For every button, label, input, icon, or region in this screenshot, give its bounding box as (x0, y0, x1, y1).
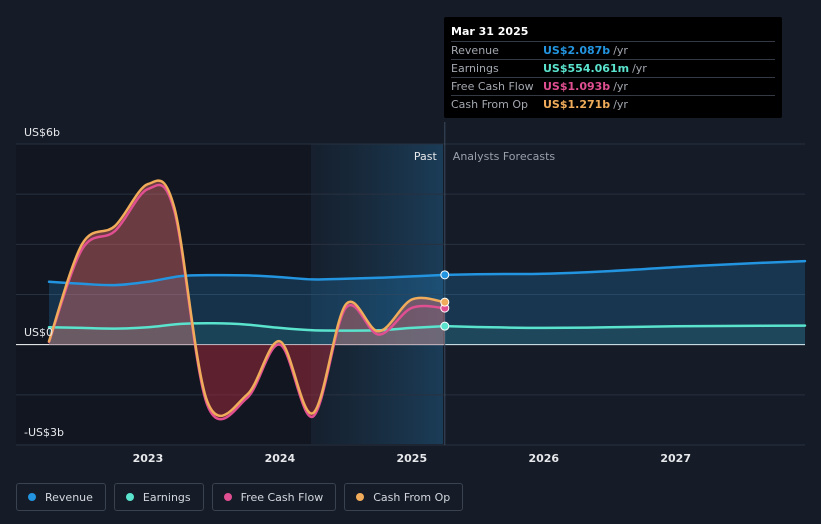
series-area-cfo (49, 180, 445, 344)
legend-item-earnings[interactable]: Earnings (113, 483, 204, 511)
tooltip-row-earnings: Earnings US$554.061m /yr (451, 59, 775, 77)
legend-item-cfo[interactable]: Cash From Op (344, 483, 464, 511)
series-forecast-line-earnings (443, 324, 807, 330)
y-axis-tick-label: -US$3b (24, 426, 64, 439)
tooltip-value: US$1.093b (543, 80, 611, 93)
series-marker-earnings (440, 321, 450, 331)
legend-dot-icon (356, 493, 365, 501)
x-axis-tick-label: 2026 (528, 452, 559, 465)
tooltip-label: Cash From Op (451, 98, 529, 111)
tooltip-unit: /yr (613, 44, 628, 57)
series-line-revenue (47, 273, 447, 287)
tooltip-value: US$2.087b (543, 44, 611, 57)
legend-label: Cash From Op (373, 490, 451, 504)
legend-dot-icon (125, 493, 134, 501)
forecast-label: Analysts Forecasts (453, 150, 556, 163)
legend-label: Free Cash Flow (240, 490, 324, 504)
tooltip-label: Free Cash Flow (451, 80, 534, 93)
tooltip-unit: /yr (613, 80, 628, 93)
legend-dot-icon (223, 493, 232, 501)
past-label: Past (414, 150, 438, 163)
x-axis-tick-label: 2025 (397, 452, 428, 465)
series-area-fcf (49, 344, 445, 420)
tooltip-unit: /yr (632, 62, 647, 75)
series-line-fcf (47, 183, 447, 421)
y-axis-tick-label: US$6b (24, 126, 60, 139)
tooltip-value: US$1.271b (543, 98, 611, 111)
series-forecast-line-revenue (443, 259, 807, 277)
tooltip-label: Revenue (451, 44, 499, 57)
y-axis-tick-label: US$0 (24, 326, 53, 339)
x-axis-tick-label: 2023 (133, 452, 164, 465)
tooltip-label: Earnings (451, 62, 499, 75)
legend-label: Revenue (45, 490, 93, 504)
tooltip-value: US$554.061m (543, 62, 630, 75)
legend: Revenue Earnings Free Cash Flow Cash Fro… (16, 483, 464, 511)
legend-item-fcf[interactable]: Free Cash Flow (211, 483, 337, 511)
legend-dot-icon (28, 493, 36, 501)
chart-canvas: US$6b US$0 -US$3b 2023 2024 2025 2026 2027 Past A… (16, 122, 807, 465)
tooltip: Mar 31 2025 Revenue US$2.087b /yr Earnin… (444, 17, 782, 118)
tooltip-row-revenue: Revenue US$2.087b /yr (451, 41, 775, 59)
tooltip-row-cfo: Cash From Op US$1.271b /yr (451, 95, 775, 113)
series-area-earnings (49, 323, 805, 345)
series-marker-cfo (440, 297, 450, 307)
legend-item-revenue[interactable]: Revenue (16, 483, 106, 511)
tooltip-row-fcf: Free Cash Flow US$1.093b /yr (451, 77, 775, 95)
x-axis-tick-label: 2027 (660, 452, 691, 465)
legend-label: Earnings (142, 490, 191, 504)
series-line-cfo (47, 179, 447, 417)
x-axis-tick-label: 2024 (265, 452, 296, 465)
series-marker-revenue (440, 270, 450, 280)
tooltip-date: Mar 31 2025 (451, 25, 529, 38)
tooltip-unit: /yr (613, 98, 628, 111)
